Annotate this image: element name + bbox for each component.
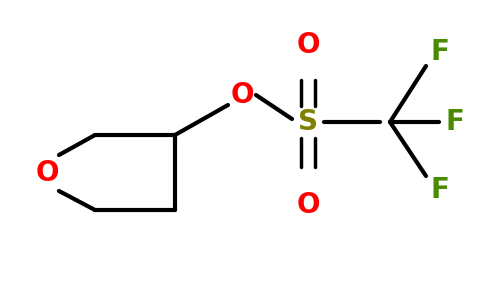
Text: O: O xyxy=(296,31,320,59)
Text: O: O xyxy=(230,81,254,109)
Text: F: F xyxy=(431,176,450,204)
Text: F: F xyxy=(446,108,465,136)
Text: S: S xyxy=(298,108,318,136)
Text: F: F xyxy=(431,38,450,66)
Text: O: O xyxy=(35,159,59,187)
Text: O: O xyxy=(296,191,320,219)
